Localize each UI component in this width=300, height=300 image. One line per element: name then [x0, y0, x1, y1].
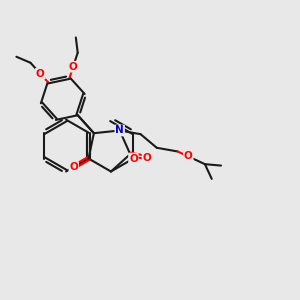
Text: O: O [69, 162, 78, 172]
Text: O: O [69, 62, 77, 72]
Text: N: N [115, 125, 124, 136]
Text: O: O [184, 152, 193, 161]
Text: O: O [142, 153, 151, 163]
Text: O: O [36, 69, 45, 79]
Text: O: O [129, 154, 138, 164]
